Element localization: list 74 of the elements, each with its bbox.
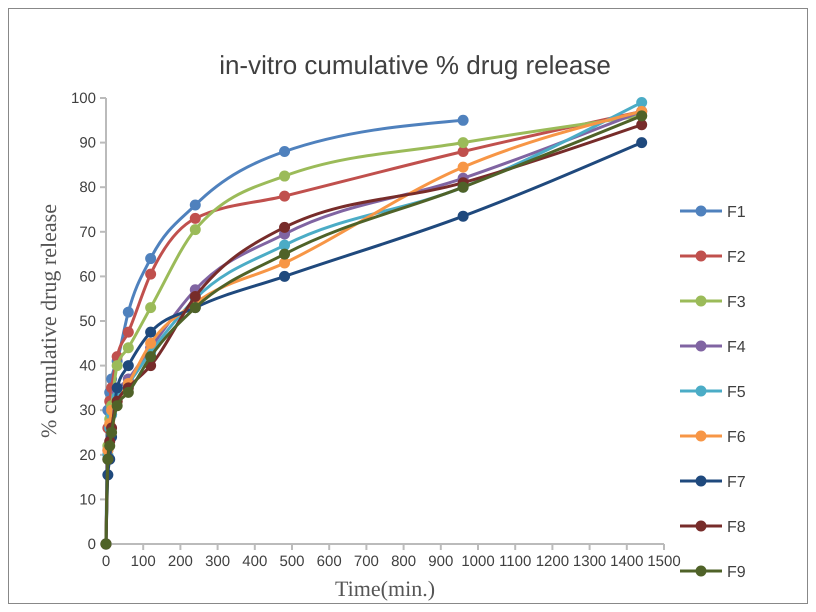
- x-tick-label: 800: [391, 553, 416, 570]
- point: [112, 382, 123, 394]
- point: [112, 360, 123, 372]
- x-tick-label: 100: [130, 553, 156, 570]
- point: [145, 253, 156, 264]
- x-tick-label: 400: [242, 553, 268, 570]
- x-tick-label: 300: [205, 553, 230, 570]
- x-tick-label: 200: [168, 553, 193, 570]
- point: [122, 386, 134, 398]
- legend-label: F2: [727, 249, 746, 266]
- x-tick-label: 1500: [647, 553, 681, 570]
- legend-label: F3: [727, 294, 746, 311]
- legend-label: F7: [727, 474, 746, 491]
- point: [145, 302, 156, 314]
- point: [122, 342, 134, 354]
- point: [145, 338, 156, 349]
- point: [279, 146, 290, 158]
- point: [122, 306, 134, 318]
- x-tick-label: 1100: [499, 553, 532, 570]
- point: [145, 326, 156, 338]
- y-tick-label: 40: [79, 358, 96, 375]
- y-tick-label: 0: [88, 536, 96, 553]
- x-tick-label: 900: [428, 553, 454, 570]
- legend-label: F5: [727, 384, 746, 401]
- point: [458, 162, 469, 173]
- point: [458, 146, 469, 158]
- point: [145, 268, 156, 280]
- y-tick-label: 100: [70, 90, 96, 107]
- point: [112, 400, 123, 412]
- x-axis-title: Time(min.): [334, 576, 436, 601]
- x-tick-label: 0: [102, 553, 110, 570]
- point: [190, 290, 201, 302]
- point: [145, 351, 156, 362]
- y-tick-label: 90: [79, 134, 96, 152]
- point: [636, 119, 648, 130]
- point: [190, 200, 201, 211]
- chart-title: in-vitro cumulative % drug release: [219, 50, 611, 80]
- point: [279, 258, 290, 269]
- point: [279, 240, 290, 251]
- point: [190, 212, 201, 224]
- y-tick-label: 20: [79, 446, 96, 464]
- legend-label: F9: [727, 564, 746, 581]
- x-tick-label: 600: [316, 553, 342, 570]
- point: [458, 210, 469, 222]
- legend-label: F8: [727, 519, 746, 536]
- point: [279, 190, 290, 202]
- x-tick-label: 1300: [572, 553, 606, 570]
- y-axis-title: % cumulative drug release: [36, 204, 61, 438]
- legend-label: F4: [727, 339, 746, 356]
- point: [279, 170, 290, 182]
- point: [106, 427, 118, 438]
- x-tick-label: 1400: [610, 553, 644, 570]
- point: [636, 96, 648, 108]
- point: [458, 137, 469, 148]
- y-tick-label: 50: [79, 313, 96, 330]
- point: [279, 270, 290, 282]
- y-tick-label: 30: [79, 402, 96, 420]
- point: [190, 224, 201, 236]
- legend-label: F1: [727, 204, 746, 221]
- legend-label: F6: [727, 429, 746, 446]
- x-tick-label: 500: [279, 553, 305, 570]
- y-tick-label: 60: [79, 268, 96, 286]
- y-tick-label: 70: [79, 224, 96, 241]
- y-tick-label: 80: [79, 179, 96, 196]
- point: [122, 326, 134, 338]
- point: [279, 248, 290, 260]
- point: [636, 137, 648, 148]
- point: [122, 360, 134, 372]
- x-tick-label: 700: [354, 553, 379, 570]
- x-tick-label: 1200: [536, 553, 570, 570]
- point: [279, 222, 290, 233]
- y-tick-label: 10: [79, 491, 96, 508]
- point: [458, 114, 469, 126]
- x-tick-label: 1000: [461, 553, 495, 570]
